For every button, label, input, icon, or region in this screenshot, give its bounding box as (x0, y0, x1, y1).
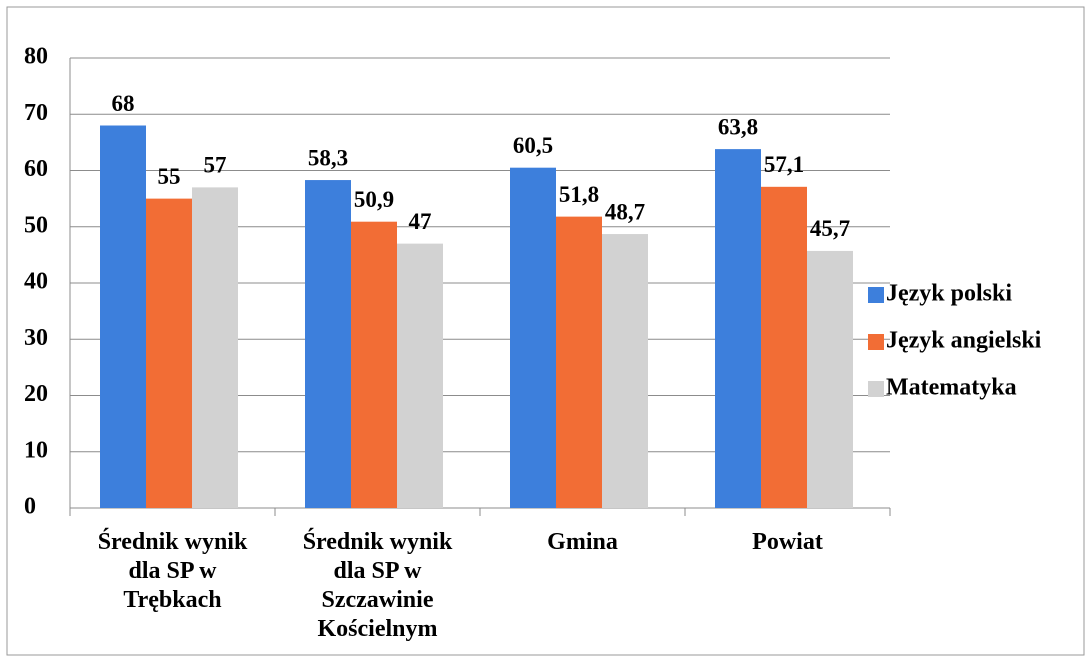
data-label: 68 (112, 91, 135, 116)
bar (761, 186, 807, 508)
y-tick-label: 80 (24, 44, 48, 70)
y-tick-label: 60 (24, 156, 48, 182)
legend-label: Język polski (886, 281, 1012, 307)
data-label: 50,9 (354, 187, 394, 212)
bar (192, 187, 238, 508)
y-tick-label: 10 (24, 437, 48, 463)
x-tick-label: Średnik wynik dla SP w Trębkach (97, 529, 248, 613)
y-tick-label: 50 (24, 212, 48, 238)
y-tick-label: 0 (24, 494, 36, 520)
data-label: 48,7 (605, 199, 645, 224)
bar (351, 221, 397, 508)
y-tick-label: 20 (24, 381, 48, 407)
data-label: 51,8 (559, 182, 599, 207)
bar (100, 125, 146, 508)
data-label: 63,8 (718, 114, 758, 139)
bar (305, 180, 351, 508)
y-tick-label: 40 (24, 269, 48, 295)
bar (397, 243, 443, 508)
data-label: 55 (158, 164, 181, 189)
data-label: 45,7 (810, 216, 850, 241)
bar (146, 198, 192, 508)
bar (715, 149, 761, 508)
data-label: 58,3 (308, 145, 348, 170)
frame (6, 6, 1085, 656)
y-tick-label: 30 (24, 325, 48, 351)
legend-label: Język angielski (886, 328, 1042, 354)
x-tick-label: Gmina (547, 529, 618, 555)
data-label: 57 (204, 153, 227, 178)
x-tick-label: Średnik wynik dla SP w Szczawinie Koście… (302, 529, 453, 642)
data-label: 47 (409, 209, 432, 234)
data-label: 57,1 (764, 152, 804, 177)
data-label: 60,5 (513, 133, 553, 158)
bar (602, 234, 648, 508)
bar (807, 250, 853, 508)
bar (556, 216, 602, 508)
x-tick-label: Powiat (752, 529, 823, 555)
legend-swatch (868, 381, 884, 397)
legend-swatch (868, 334, 884, 350)
legend-swatch (868, 287, 884, 303)
legend-label: Matematyka (886, 375, 1017, 401)
bar (510, 167, 556, 508)
y-tick-label: 70 (24, 100, 48, 126)
